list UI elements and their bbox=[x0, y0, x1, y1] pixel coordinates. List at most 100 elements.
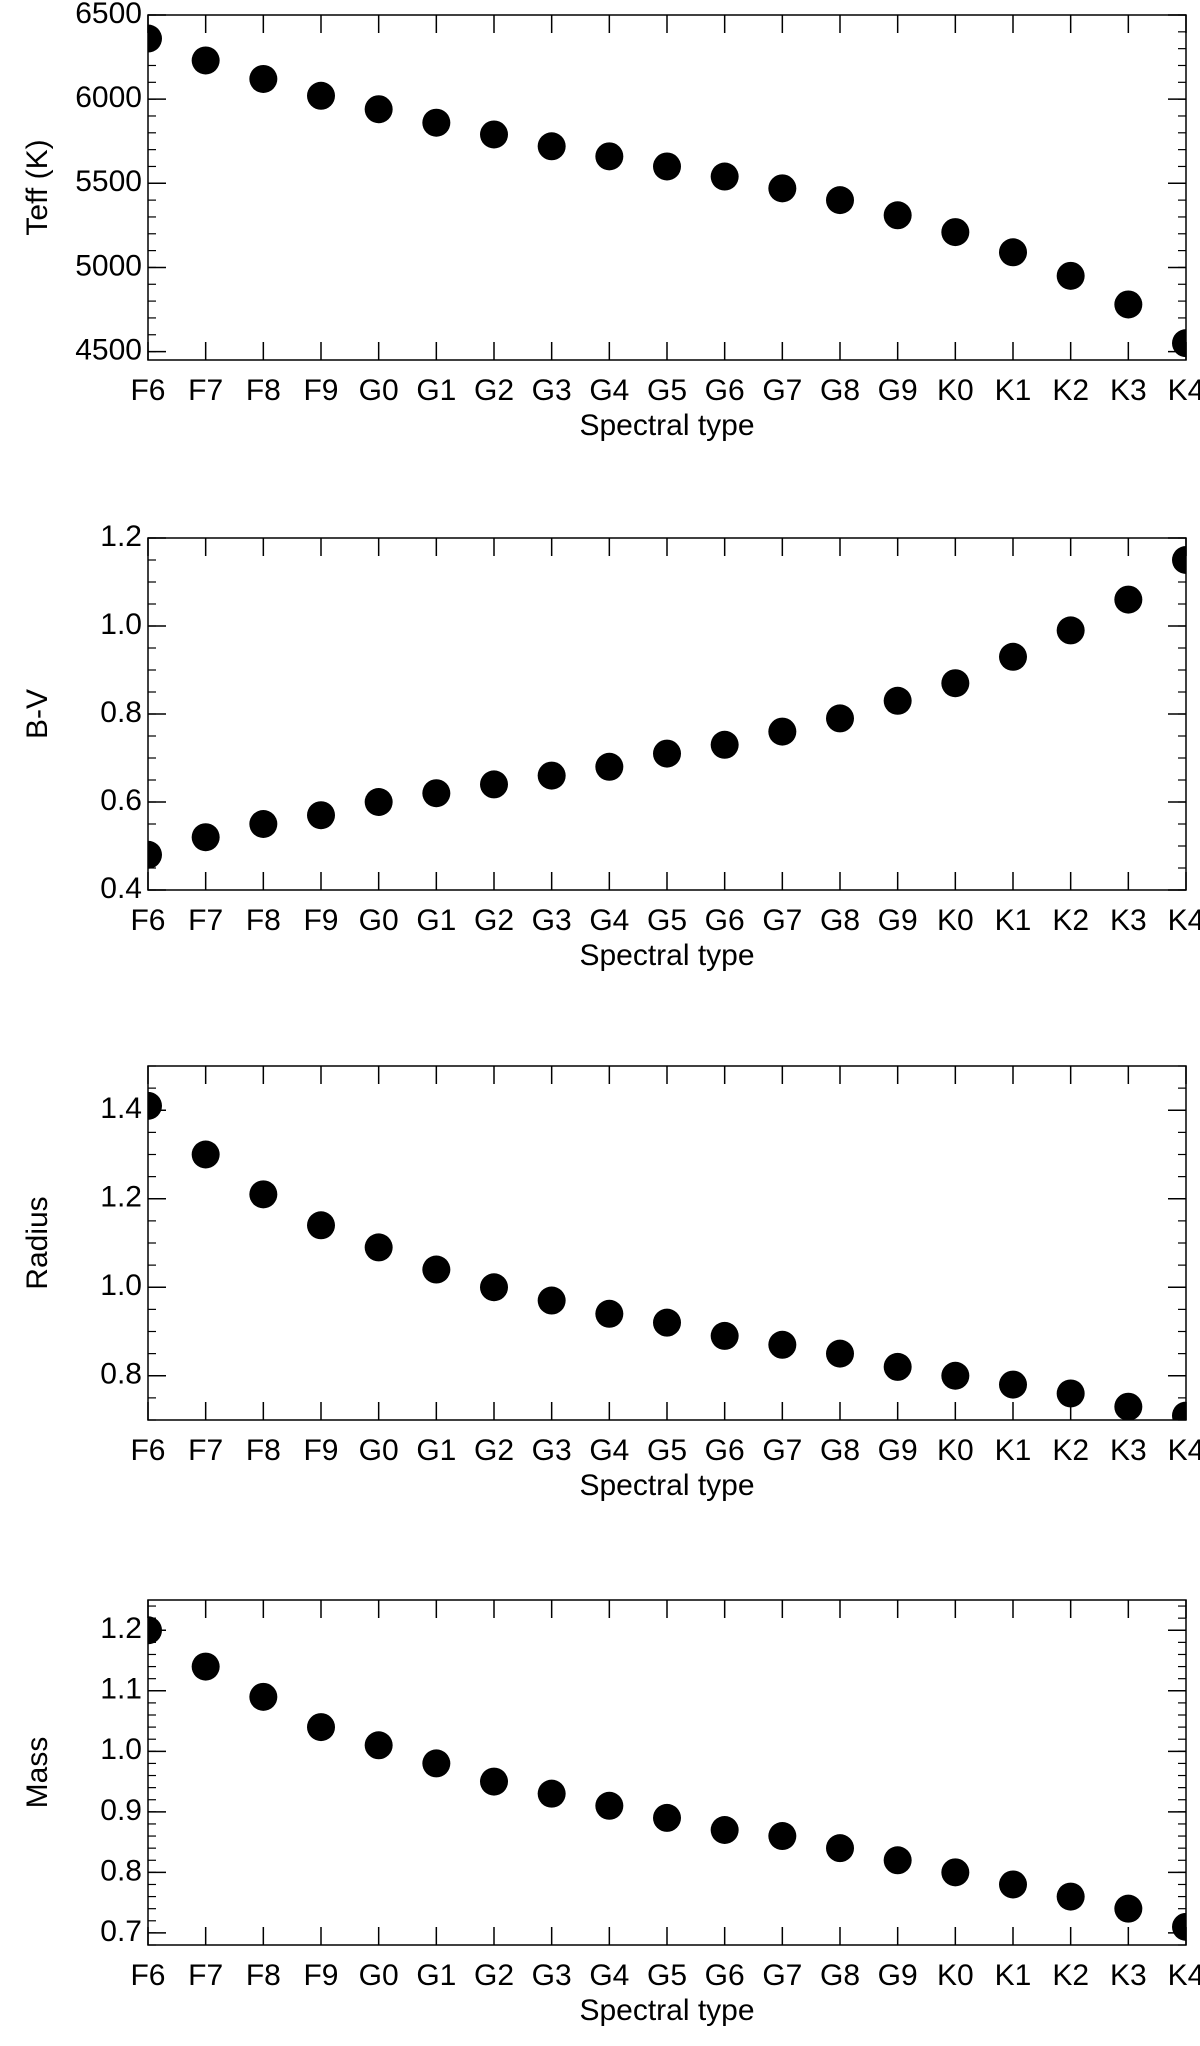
data-point-G2 bbox=[480, 1273, 508, 1302]
x-tick-label: F8 bbox=[246, 374, 281, 407]
data-point-G7 bbox=[768, 1330, 797, 1359]
x-tick-label: G8 bbox=[820, 1959, 860, 1992]
x-tick-label: F9 bbox=[303, 904, 338, 937]
data-point-F7 bbox=[191, 46, 220, 75]
data-point-G0 bbox=[364, 1731, 393, 1760]
x-tick-label: K0 bbox=[937, 904, 974, 937]
x-tick-label: F9 bbox=[303, 1434, 338, 1467]
data-point-F8 bbox=[249, 64, 278, 93]
x-tick-label: G1 bbox=[416, 374, 456, 407]
x-axis-label: Spectral type bbox=[579, 939, 754, 972]
data-point-K3 bbox=[1114, 1392, 1143, 1420]
x-tick-label: G1 bbox=[416, 1434, 456, 1467]
x-tick-label: G2 bbox=[474, 1959, 514, 1992]
data-point-G9 bbox=[883, 201, 912, 230]
data-point-F9 bbox=[307, 81, 335, 110]
x-tick-label: G9 bbox=[878, 374, 918, 407]
y-tick-label: 1.0 bbox=[100, 1269, 142, 1302]
data-point-K4 bbox=[1172, 329, 1186, 358]
data-point-G4 bbox=[595, 1791, 624, 1820]
x-tick-label: G0 bbox=[359, 374, 399, 407]
y-tick-label: 5500 bbox=[75, 165, 142, 198]
x-tick-label: F7 bbox=[188, 1959, 223, 1992]
data-point-F8 bbox=[249, 810, 278, 838]
x-tick-label: G8 bbox=[820, 1434, 860, 1467]
data-point-G6 bbox=[710, 1321, 739, 1350]
data-point-G3 bbox=[537, 1779, 566, 1808]
x-tick-label: G5 bbox=[647, 1959, 687, 1992]
x-tick-label: F9 bbox=[303, 1959, 338, 1992]
y-tick-label: 6500 bbox=[75, 0, 142, 30]
data-point-F6 bbox=[148, 1091, 162, 1120]
x-tick-label: G4 bbox=[589, 904, 629, 937]
x-tick-label: G7 bbox=[762, 1434, 802, 1467]
data-point-K1 bbox=[999, 1870, 1027, 1899]
x-tick-label: K0 bbox=[937, 374, 974, 407]
data-point-K0 bbox=[941, 218, 970, 247]
x-tick-label: K1 bbox=[995, 374, 1032, 407]
x-tick-label: F6 bbox=[130, 374, 165, 407]
y-tick-label: 0.7 bbox=[100, 1915, 142, 1948]
x-tick-label: G4 bbox=[589, 1959, 629, 1992]
x-tick-label: K0 bbox=[937, 1434, 974, 1467]
y-tick-label: 1.1 bbox=[100, 1673, 142, 1706]
x-tick-label: K3 bbox=[1110, 904, 1147, 937]
x-tick-label: G8 bbox=[820, 374, 860, 407]
x-tick-label: K4 bbox=[1168, 1959, 1200, 1992]
x-tick-label: G0 bbox=[359, 904, 399, 937]
x-tick-label: F6 bbox=[130, 1434, 165, 1467]
data-points bbox=[148, 546, 1186, 869]
x-tick-label: G2 bbox=[474, 1434, 514, 1467]
data-point-G1 bbox=[422, 779, 451, 808]
data-point-G4 bbox=[595, 1299, 624, 1328]
y-tick-label: 1.2 bbox=[100, 520, 142, 553]
data-point-F9 bbox=[307, 801, 335, 830]
x-tick-label: K0 bbox=[937, 1959, 974, 1992]
x-tick-label: G8 bbox=[820, 904, 860, 937]
y-tick-label: 0.8 bbox=[100, 1854, 142, 1887]
data-point-F6 bbox=[148, 24, 162, 53]
x-tick-label: G2 bbox=[474, 374, 514, 407]
data-point-G5 bbox=[653, 739, 681, 768]
x-tick-label: G1 bbox=[416, 1959, 456, 1992]
data-point-F7 bbox=[191, 1140, 220, 1169]
plot-frame bbox=[147, 1599, 1187, 1946]
data-point-G3 bbox=[537, 132, 566, 161]
x-axis-label: Spectral type bbox=[579, 409, 754, 442]
data-point-G0 bbox=[364, 95, 393, 124]
data-point-F7 bbox=[191, 1652, 220, 1681]
y-tick-label: 1.2 bbox=[100, 1181, 142, 1214]
data-point-K1 bbox=[999, 238, 1027, 267]
data-point-G9 bbox=[883, 686, 912, 715]
y-tick-label: 4500 bbox=[75, 334, 142, 367]
x-tick-label: F6 bbox=[130, 1959, 165, 1992]
data-point-F6 bbox=[148, 840, 162, 869]
y-tick-label: 0.8 bbox=[100, 1358, 142, 1391]
x-tick-label: G6 bbox=[705, 904, 745, 937]
x-tick-label: G3 bbox=[532, 374, 572, 407]
x-tick-label: G3 bbox=[532, 1434, 572, 1467]
x-tick-label: K2 bbox=[1052, 1959, 1089, 1992]
x-tick-label: G2 bbox=[474, 904, 514, 937]
x-tick-label: F7 bbox=[188, 374, 223, 407]
data-point-G1 bbox=[422, 1255, 451, 1284]
x-tick-label: K2 bbox=[1052, 1434, 1089, 1467]
y-tick-label: 1.0 bbox=[100, 608, 142, 641]
x-tick-label: G4 bbox=[589, 1434, 629, 1467]
data-point-G4 bbox=[595, 752, 624, 781]
data-point-G7 bbox=[768, 1822, 797, 1851]
data-point-G6 bbox=[710, 162, 739, 191]
x-tick-label: F8 bbox=[246, 1959, 281, 1992]
x-tick-label: K4 bbox=[1168, 904, 1200, 937]
x-tick-label: F8 bbox=[246, 1434, 281, 1467]
data-point-G5 bbox=[653, 1803, 681, 1832]
data-points bbox=[148, 1091, 1186, 1420]
plot-frame bbox=[147, 537, 1187, 891]
data-point-K3 bbox=[1114, 1894, 1143, 1923]
x-tick-label: F7 bbox=[188, 1434, 223, 1467]
x-tick-label: F8 bbox=[246, 904, 281, 937]
data-point-G1 bbox=[422, 108, 451, 137]
x-tick-label: G4 bbox=[589, 374, 629, 407]
data-point-K0 bbox=[941, 1361, 970, 1390]
x-tick-label: G5 bbox=[647, 374, 687, 407]
